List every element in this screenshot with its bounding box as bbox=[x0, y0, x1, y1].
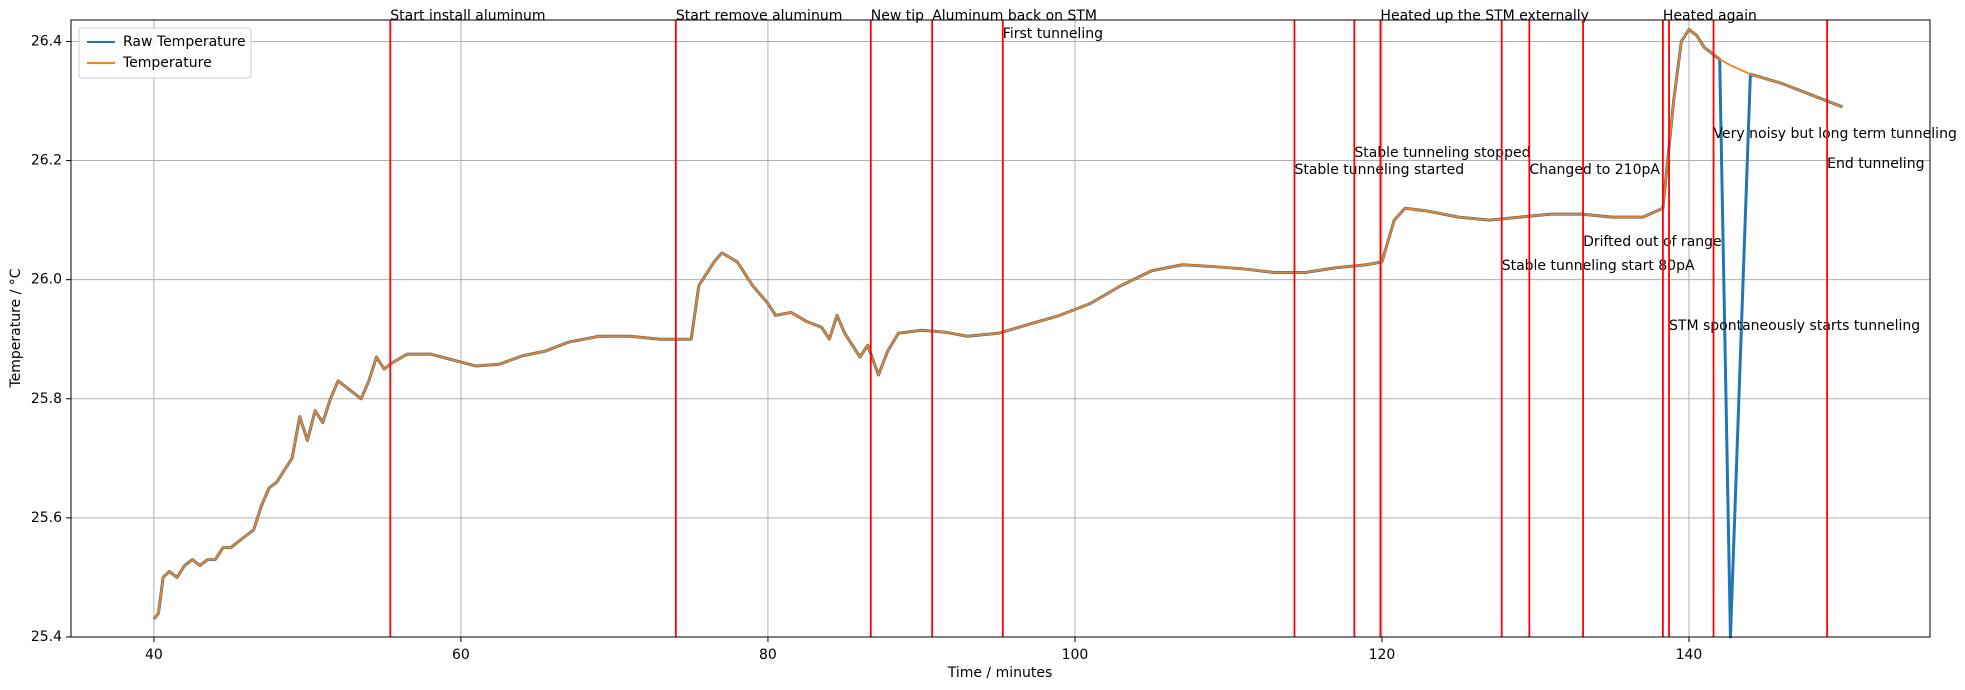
y-tick-label: 26.4 bbox=[31, 33, 62, 49]
legend-label: Raw Temperature bbox=[123, 34, 246, 50]
event-label: Start install aluminum bbox=[390, 8, 545, 24]
x-axis-label: Time / minutes bbox=[947, 665, 1053, 681]
y-axis-label: Temperature / °C bbox=[8, 268, 24, 388]
x-tick-label: 80 bbox=[759, 647, 777, 663]
event-label: End tunneling bbox=[1827, 156, 1924, 172]
legend: Raw Temperature Temperature bbox=[78, 27, 252, 79]
event-label: Changed to 210pA bbox=[1529, 162, 1660, 178]
event-label: First tunneling bbox=[1003, 26, 1103, 42]
y-tick-label: 25.6 bbox=[31, 510, 62, 526]
legend-label: Temperature bbox=[122, 55, 212, 71]
x-tick-label: 120 bbox=[1369, 647, 1396, 663]
y-tick-label: 26.2 bbox=[31, 153, 62, 169]
event-label: Start remove aluminum bbox=[676, 8, 843, 24]
data-line bbox=[153, 28, 1843, 620]
event-label: STM spontaneously starts tunneling bbox=[1669, 318, 1920, 334]
x-tick-label: 60 bbox=[452, 647, 470, 663]
x-tick-label: 100 bbox=[1062, 647, 1089, 663]
x-tick-label: 40 bbox=[145, 647, 163, 663]
event-label: Stable tunneling started bbox=[1294, 162, 1464, 178]
event-label: Drifted out of range bbox=[1583, 234, 1722, 250]
plot-frame bbox=[70, 19, 1931, 638]
event-label: Stable tunneling start 80pA bbox=[1502, 258, 1695, 274]
y-tick-label: 26.0 bbox=[31, 272, 62, 288]
event-label: Heated again bbox=[1663, 8, 1757, 24]
event-label: Heated up the STM externally bbox=[1380, 8, 1589, 24]
event-label: Stable tunneling stopped bbox=[1354, 145, 1530, 161]
x-tick-label: 140 bbox=[1676, 647, 1703, 663]
legend-box bbox=[78, 27, 252, 79]
y-tick-label: 25.4 bbox=[31, 629, 62, 645]
event-label: New tip bbox=[871, 8, 924, 24]
y-tick-label: 25.8 bbox=[31, 391, 62, 407]
event-label: Aluminum back on STM bbox=[932, 8, 1097, 24]
event-label: Very noisy but long term tunneling bbox=[1714, 126, 1957, 142]
